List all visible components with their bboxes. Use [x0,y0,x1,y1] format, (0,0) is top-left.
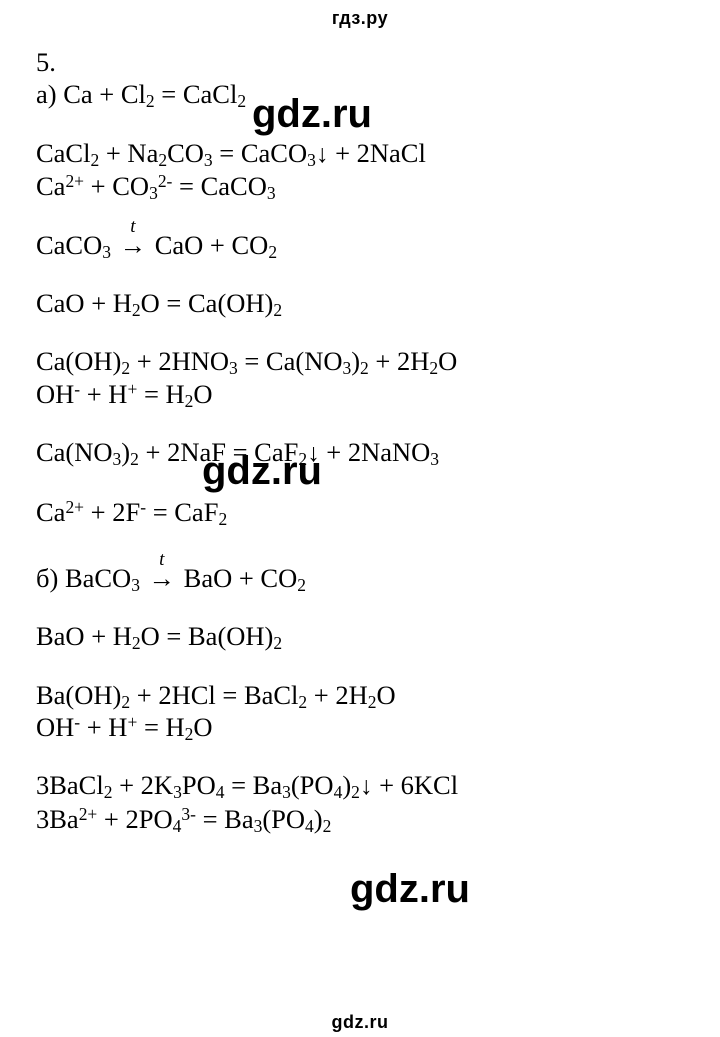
problem-number: 5. [36,46,684,78]
equation-a1: а) Ca + Cl2 = CaCl2 [36,78,684,110]
equation-b3: Ba(OH)2 + 2HCl = BaCl2 + 2H2O [36,679,684,711]
eq-a1-body: Ca + Cl2 = CaCl2 [63,79,246,109]
equation-b6: 3Ba2+ + 2PO43- = Ba3(PO4)2 [36,803,684,835]
content-block: 5. а) Ca + Cl2 = CaCl2 CaCl2 + Na2CO3 = … [36,46,684,835]
section-a-label: а) [36,79,63,109]
equation-b2: BaO + H2O = Ba(OH)2 [36,620,684,652]
equation-b4: OH- + H+ = H2O [36,711,684,743]
spacer [36,470,684,496]
spacer [36,653,684,679]
spacer [36,743,684,769]
spacer [36,111,684,137]
page-header: гдз.ру [0,8,720,29]
equation-b5: 3BaCl2 + 2K3PO4 = Ba3(PO4)2↓ + 6KCl [36,769,684,803]
eq-b1-body: BaCO3 → BaO + CO2 [65,563,306,593]
spacer [36,319,684,345]
spacer [36,528,684,554]
equation-a7: OH- + H+ = H2O [36,378,684,410]
section-b-label: б) [36,563,65,593]
equation-b1: б) BaCO3 → BaO + CO2 [36,562,684,594]
spacer [36,554,684,562]
equation-a9: Ca2+ + 2F- = CaF2 [36,496,684,528]
equation-a4: CaCO3 → CaO + CO2 [36,229,684,261]
watermark-3: gdz.ru [350,867,470,912]
spacer [36,594,684,620]
equation-a3: Ca2+ + CO32- = CaCO3 [36,170,684,202]
page: гдз.ру gdz.ru gdz.ru gdz.ru 5. а) Ca + C… [0,0,720,1037]
equation-a8: Ca(NO3)2 + 2NaF = CaF2↓ + 2NaNO3 [36,436,684,470]
equation-a6: Ca(OH)2 + 2HNO3 = Ca(NO3)2 + 2H2O [36,345,684,377]
spacer [36,261,684,287]
equation-a2: CaCl2 + Na2CO3 = CaCO3↓ + 2NaCl [36,137,684,171]
equation-a5: CaO + H2O = Ca(OH)2 [36,287,684,319]
spacer [36,410,684,436]
page-footer: gdz.ru [0,1012,720,1033]
